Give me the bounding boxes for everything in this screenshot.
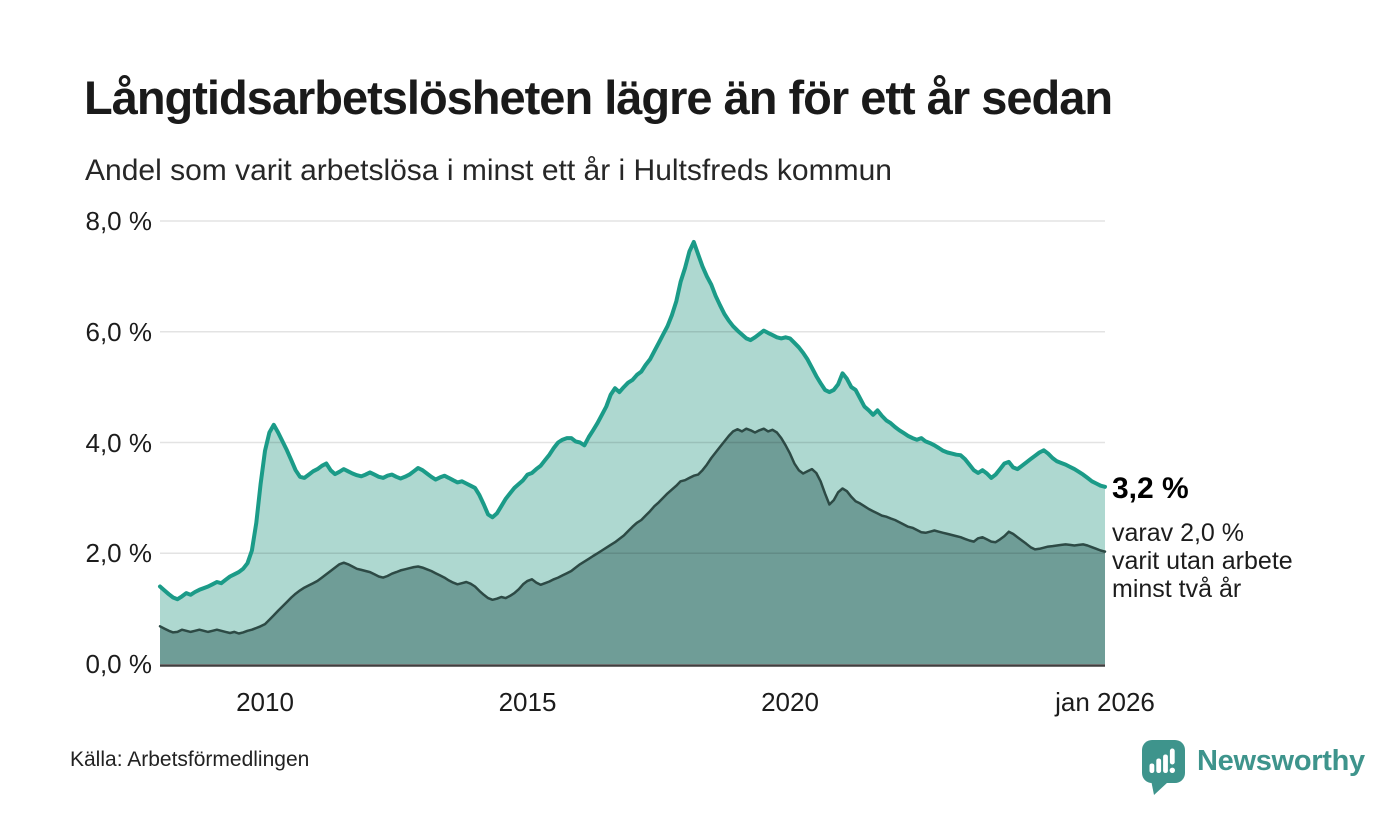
chart-title: Långtidsarbetslösheten lägre än för ett … [84, 71, 1113, 124]
series-line-minst-ett-ar [158, 240, 1107, 602]
newsworthy-badge-icon [1142, 740, 1185, 795]
newsworthy-wordmark: Newsworthy [1197, 745, 1365, 777]
endpoint-detail-line: varav 2,0 % [1112, 519, 1245, 547]
series-area-minst-tva-ar [160, 428, 1105, 664]
endpoint-detail-line: minst två år [1112, 575, 1242, 603]
endpoint-annotation: 3,2 % varav 2,0 % varit utan arbete mins… [1112, 472, 1293, 603]
endpoint-value-label: 3,2 % [1112, 472, 1189, 505]
chart-subtitle: Andel som varit arbetslösa i minst ett å… [85, 154, 892, 187]
endpoint-detail-line: varit utan arbete [1112, 547, 1293, 575]
newsworthy-logo[interactable]: Newsworthy [1141, 739, 1365, 797]
series-line-minst-tva-ar [158, 427, 1107, 635]
endpoint-detail-text: varav 2,0 % varit utan arbete minst två … [1112, 519, 1293, 603]
source-attribution: Källa: Arbetsförmedlingen [70, 748, 310, 771]
